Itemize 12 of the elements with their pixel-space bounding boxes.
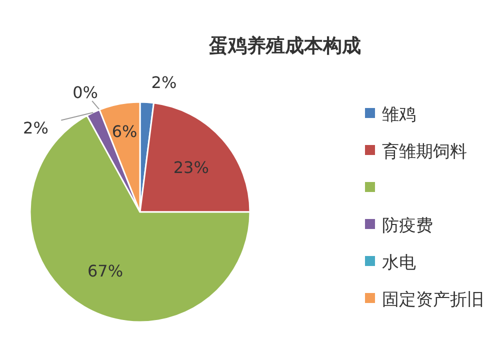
text: 0% — [72, 82, 98, 102]
data-label: 2% — [23, 118, 48, 138]
data-label: 6% — [112, 122, 138, 141]
data-label: 67% — [88, 262, 124, 281]
chart-title: 蛋鸡养殖成本构成 — [208, 35, 361, 57]
data-label: 2% — [151, 73, 177, 92]
legend-label: 水电 — [382, 253, 416, 273]
legend-label: 雏鸡 — [382, 105, 416, 125]
legend-label: 防疫费 — [382, 216, 433, 236]
legend-label: 育雏期饲料 — [382, 142, 467, 162]
data-label: 23% — [173, 158, 209, 177]
legend-label: 固定资产折旧 — [382, 290, 484, 310]
